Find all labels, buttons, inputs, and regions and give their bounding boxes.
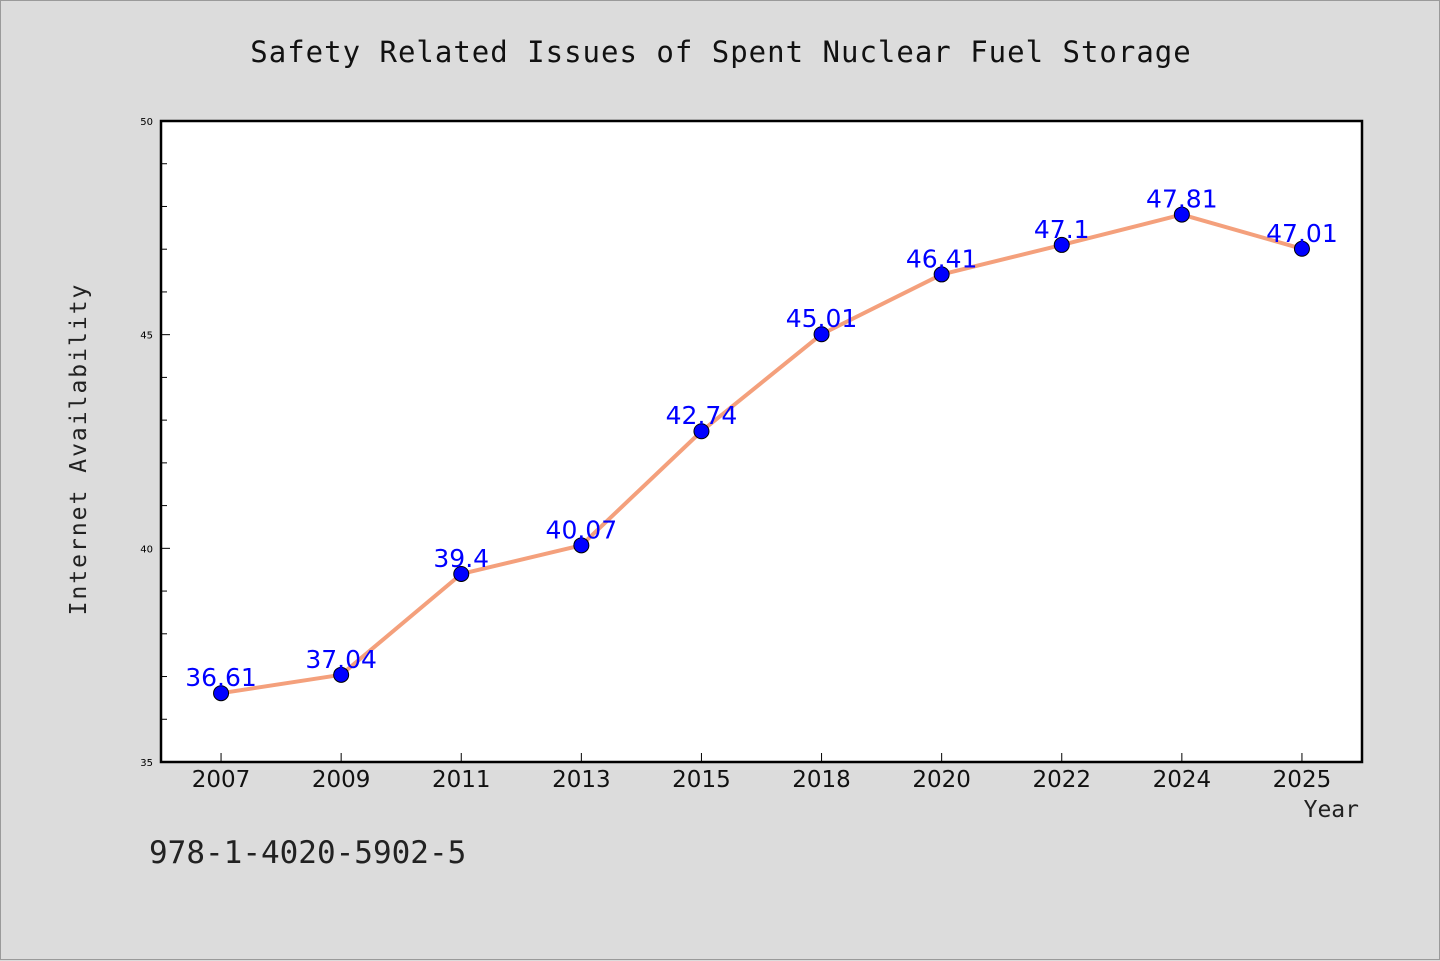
data-label: 46.41 bbox=[906, 244, 978, 273]
data-label: 47.81 bbox=[1146, 185, 1218, 214]
data-label: 37.04 bbox=[305, 645, 377, 674]
axis-ticks: 35 40 45 50 2007 2009 2011 2013 2015 2018 2020 2022… bbox=[140, 117, 1331, 793]
x-tick-label: 2018 bbox=[792, 767, 851, 793]
y-tick-label: 50 bbox=[140, 117, 153, 128]
x-axis-label: Year bbox=[1303, 797, 1359, 823]
data-label: 47.1 bbox=[1034, 215, 1090, 244]
data-point bbox=[573, 537, 590, 554]
data-point bbox=[1053, 236, 1070, 253]
data-point bbox=[213, 685, 230, 702]
x-tick-label: 2013 bbox=[552, 767, 611, 793]
series-line bbox=[219, 212, 1304, 696]
y-tick-label: 45 bbox=[140, 331, 153, 342]
data-label: 45.01 bbox=[786, 304, 858, 333]
data-point bbox=[453, 565, 470, 582]
data-label: 36.61 bbox=[185, 663, 257, 692]
data-point bbox=[933, 266, 950, 283]
x-tick-label: 2024 bbox=[1153, 767, 1212, 793]
data-point bbox=[693, 423, 710, 440]
data-point bbox=[1293, 240, 1310, 257]
x-tick-label: 2015 bbox=[672, 767, 731, 793]
data-point bbox=[813, 326, 830, 343]
footer-code: 978-1-4020-5902-5 bbox=[149, 835, 467, 871]
data-label: 40.07 bbox=[546, 515, 618, 544]
plot-area bbox=[159, 119, 1364, 764]
x-tick-label: 2022 bbox=[1032, 767, 1091, 793]
x-tick-label: 2009 bbox=[312, 767, 371, 793]
x-tick-label: 2020 bbox=[912, 767, 971, 793]
x-tick-label: 2025 bbox=[1273, 767, 1332, 793]
data-label: 42.74 bbox=[666, 401, 738, 430]
data-point bbox=[1173, 206, 1190, 223]
x-tick-label: 2011 bbox=[432, 767, 491, 793]
data-label: 47.01 bbox=[1266, 219, 1338, 248]
data-label: 39.4 bbox=[433, 544, 489, 573]
y-tick-label: 40 bbox=[140, 544, 153, 555]
y-tick-label: 35 bbox=[140, 758, 153, 769]
chart-title: Safety Related Issues of Spent Nuclear F… bbox=[250, 35, 1192, 69]
x-tick-label: 2007 bbox=[192, 767, 251, 793]
data-point bbox=[333, 666, 350, 683]
series-layer: 36.61 37.04 39.4 40.07 42.74 45.01 46.41 47.1 47… bbox=[185, 185, 1338, 702]
